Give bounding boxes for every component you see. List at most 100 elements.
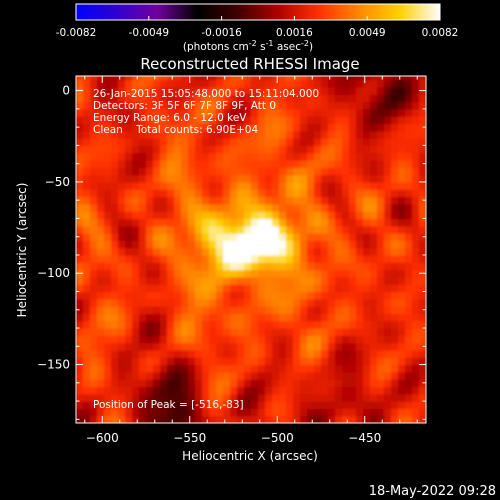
- heatmap-cell: [111, 276, 119, 285]
- heatmap-cell: [237, 218, 245, 227]
- heatmap-cell: [97, 262, 105, 271]
- heatmap-cell: [237, 276, 245, 285]
- heatmap-cell: [356, 233, 364, 241]
- heatmap-cell: [132, 349, 140, 358]
- heatmap-cell: [398, 181, 406, 190]
- heatmap-cell: [216, 240, 224, 249]
- heatmap-cell: [356, 211, 364, 220]
- heatmap-cell: [195, 94, 203, 103]
- heatmap-cell: [412, 160, 420, 168]
- heatmap-cell: [202, 189, 210, 198]
- heatmap-cell: [174, 240, 182, 249]
- heatmap-cell: [286, 240, 294, 249]
- heatmap-cell: [258, 189, 266, 198]
- heatmap-cell: [293, 291, 301, 300]
- heatmap-cell: [251, 408, 259, 417]
- heatmap-cell: [363, 211, 371, 220]
- heatmap-cell: [153, 218, 161, 227]
- heatmap-cell: [209, 371, 217, 380]
- heatmap-cell: [307, 247, 315, 256]
- heatmap-cell: [335, 240, 343, 249]
- heatmap-cell: [237, 357, 245, 366]
- heatmap-cell: [216, 167, 224, 176]
- heatmap-cell: [132, 357, 140, 366]
- heatmap-cell: [167, 401, 175, 409]
- heatmap-cell: [384, 342, 392, 351]
- heatmap-cell: [146, 116, 154, 125]
- heatmap-cell: [398, 379, 406, 388]
- heatmap-cell: [216, 364, 224, 373]
- heatmap-cell: [265, 76, 273, 81]
- heatmap-cell: [363, 181, 371, 190]
- heatmap-cell: [272, 349, 280, 358]
- heatmap-cell: [293, 328, 301, 336]
- heatmap-cell: [265, 108, 273, 117]
- heatmap-cell: [300, 218, 308, 227]
- heatmap-cell: [391, 138, 399, 146]
- heatmap-cell: [384, 320, 392, 329]
- heatmap-cell: [97, 233, 105, 241]
- heatmap-cell: [104, 130, 112, 139]
- heatmap-cell: [118, 76, 126, 81]
- heatmap-cell: [342, 269, 350, 278]
- heatmap-cell: [279, 342, 287, 351]
- heatmap-cell: [223, 371, 231, 380]
- heatmap-cell: [391, 349, 399, 358]
- heatmap-cell: [286, 313, 294, 322]
- heatmap-cell: [160, 108, 168, 117]
- heatmap-cell: [328, 116, 336, 125]
- heatmap-cell: [258, 393, 266, 402]
- heatmap-cell: [321, 313, 329, 322]
- heatmap-cell: [83, 415, 91, 423]
- heatmap-cell: [174, 152, 182, 161]
- heatmap-cell: [370, 276, 378, 285]
- heatmap-cell: [251, 291, 259, 300]
- heatmap-cell: [314, 371, 322, 380]
- heatmap-cell: [384, 181, 392, 190]
- heatmap-cell: [307, 276, 315, 285]
- heatmap-cell: [230, 218, 238, 227]
- heatmap-cell: [251, 86, 259, 95]
- heatmap-cell: [202, 116, 210, 125]
- heatmap-cell: [181, 211, 189, 220]
- plot-frame: [75, 75, 427, 424]
- heatmap-cell: [244, 101, 252, 110]
- heatmap-cell: [167, 364, 175, 373]
- heatmap-cell: [90, 284, 98, 293]
- heatmap-cell: [272, 313, 280, 322]
- heatmap-cell: [384, 86, 392, 95]
- heatmap-cell: [363, 401, 371, 409]
- heatmap-cell: [216, 284, 224, 293]
- heatmap-cell: [188, 247, 196, 256]
- heatmap-cell: [279, 364, 287, 373]
- heatmap-cell: [328, 335, 336, 344]
- heatmap-cell: [356, 160, 364, 168]
- heatmap-cell: [118, 211, 126, 220]
- heatmap-cell: [244, 276, 252, 285]
- heatmap-cell: [293, 364, 301, 373]
- heatmap-cell: [419, 408, 426, 417]
- heatmap-cell: [419, 247, 426, 256]
- heatmap-cell: [370, 145, 378, 154]
- heatmap-cell: [83, 189, 91, 198]
- heatmap-cell: [202, 401, 210, 409]
- heatmap-cell: [349, 276, 357, 285]
- heatmap-cell: [153, 342, 161, 351]
- heatmap-cell: [251, 123, 259, 132]
- heatmap-cell: [97, 86, 105, 95]
- heatmap-cell: [167, 160, 175, 168]
- heatmap-cell: [83, 130, 91, 139]
- heatmap-cell: [216, 357, 224, 366]
- heatmap-cell: [160, 393, 168, 402]
- heatmap-cell: [300, 379, 308, 388]
- heatmap-cell: [342, 123, 350, 132]
- heatmap-cell: [412, 211, 420, 220]
- heatmap-cell: [342, 174, 350, 183]
- heatmap-cell: [111, 189, 119, 198]
- heatmap-cell: [223, 79, 231, 88]
- heatmap-cell: [146, 167, 154, 176]
- heatmap-cell: [314, 349, 322, 358]
- heatmap-cell: [314, 101, 322, 110]
- heatmap-cell: [118, 284, 126, 293]
